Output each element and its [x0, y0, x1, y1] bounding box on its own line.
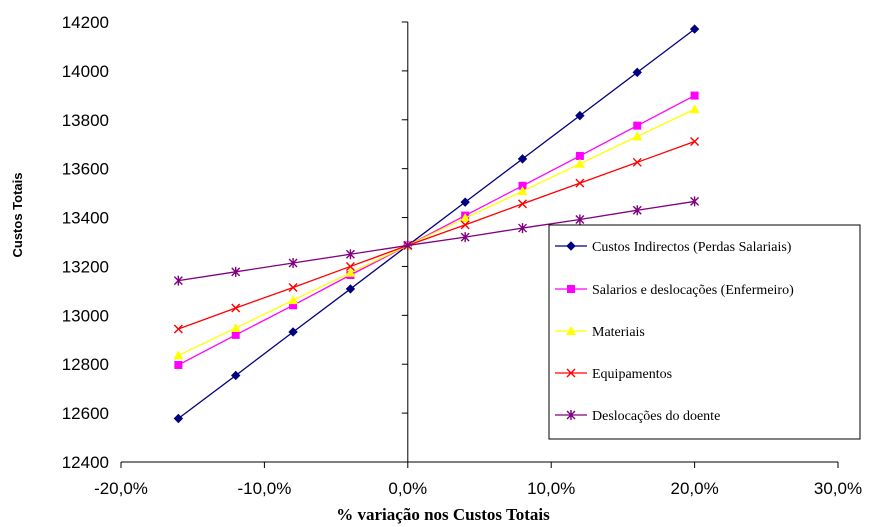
data-point [345, 261, 355, 271]
x-axis-ticks: -20,0% -10,0% 0,0% 10,0% 20,0% 30,0% [94, 462, 862, 498]
legend-entry: Equipamentos [555, 367, 672, 382]
data-point [690, 196, 700, 207]
legend-entry: Custos Indirectos (Perdas Salariais) [555, 240, 792, 255]
data-point [633, 121, 642, 130]
data-point [518, 181, 527, 190]
data-point [460, 220, 470, 230]
data-point [345, 267, 356, 277]
data-point [289, 301, 298, 310]
y-tick-label: 12800 [62, 355, 109, 374]
data-point [231, 370, 241, 381]
data-point [288, 258, 298, 269]
legend-marker [566, 368, 576, 378]
legend-entry: Deslocações do doente [555, 409, 720, 424]
data-point [632, 67, 642, 78]
data-point [690, 91, 699, 100]
legend-label: Salarios e deslocações (Enfermeiro) [592, 283, 794, 298]
data-point [174, 360, 183, 369]
y-tick-label: 13200 [62, 257, 109, 276]
data-point [288, 282, 298, 292]
legend-marker [566, 326, 576, 335]
data-point [231, 266, 241, 277]
data-point [173, 413, 184, 424]
series-line [177, 28, 695, 420]
data-point [230, 323, 241, 333]
data-point [575, 178, 585, 188]
data-point [690, 137, 700, 147]
data-point [517, 186, 528, 196]
data-point [173, 324, 183, 334]
data-point [173, 275, 183, 286]
x-tick-label: -10,0% [237, 479, 291, 498]
legend-entry: Salarios e deslocações (Enfermeiro) [555, 283, 794, 298]
x-tick-label: 10,0% [527, 479, 575, 498]
y-tick-label: 14200 [62, 13, 109, 32]
series-line [178, 200, 695, 282]
data-point [574, 158, 585, 168]
data-point [575, 214, 585, 225]
x-tick-label: 0,0% [388, 479, 427, 498]
legend-label: Equipamentos [592, 367, 672, 382]
legend-marker [566, 241, 576, 251]
y-axis-ticks: 12400 12600 12800 13000 13200 13400 13600 13800… [62, 13, 408, 472]
data-point [518, 199, 528, 209]
data-point [632, 205, 642, 216]
series-layer [173, 24, 700, 424]
y-tick-label: 12600 [62, 404, 109, 423]
data-point [345, 249, 355, 260]
series-line [178, 140, 695, 330]
data-point [231, 330, 240, 339]
x-axis-label: % variação nos Custos Totais [336, 505, 550, 524]
data-point [345, 284, 356, 294]
data-point [460, 232, 470, 243]
data-point [518, 223, 528, 234]
data-point [288, 295, 299, 305]
data-point [575, 110, 585, 121]
data-point [632, 131, 643, 141]
legend: Custos Indirectos (Perdas Salariais) Sala… [548, 224, 861, 440]
data-point [173, 350, 184, 360]
x-tick-label: -20,0% [94, 479, 148, 498]
y-tick-label: 13600 [62, 160, 109, 179]
data-point [689, 104, 700, 114]
y-tick-label: 13000 [62, 306, 109, 325]
data-point [517, 154, 528, 164]
series-line [178, 108, 695, 357]
data-point [231, 303, 241, 313]
legend-marker [566, 410, 576, 420]
y-tick-label: 14000 [62, 62, 109, 81]
data-point [689, 24, 700, 34]
y-tick-label: 12400 [62, 453, 109, 472]
legend-label: Custos Indirectos (Perdas Salariais) [592, 240, 792, 255]
data-point [460, 213, 471, 223]
legend-marker [567, 285, 575, 293]
series-4 [173, 196, 700, 286]
legend-label: Materiais [592, 325, 645, 340]
x-tick-label: 30,0% [814, 479, 862, 498]
legend-entry: Materiais [555, 325, 645, 340]
data-point [460, 197, 470, 207]
legend-label: Deslocações do doente [592, 409, 720, 424]
series-line [178, 95, 695, 366]
y-tick-label: 13800 [62, 111, 109, 130]
y-axis-label: Custos Totais [10, 173, 25, 258]
legend-box [548, 224, 861, 440]
x-tick-label: 20,0% [670, 479, 718, 498]
data-point [288, 327, 298, 337]
data-point [575, 151, 584, 160]
data-point [403, 240, 413, 251]
series-2 [173, 104, 700, 360]
data-point [632, 157, 642, 167]
y-tick-label: 13400 [62, 209, 109, 228]
